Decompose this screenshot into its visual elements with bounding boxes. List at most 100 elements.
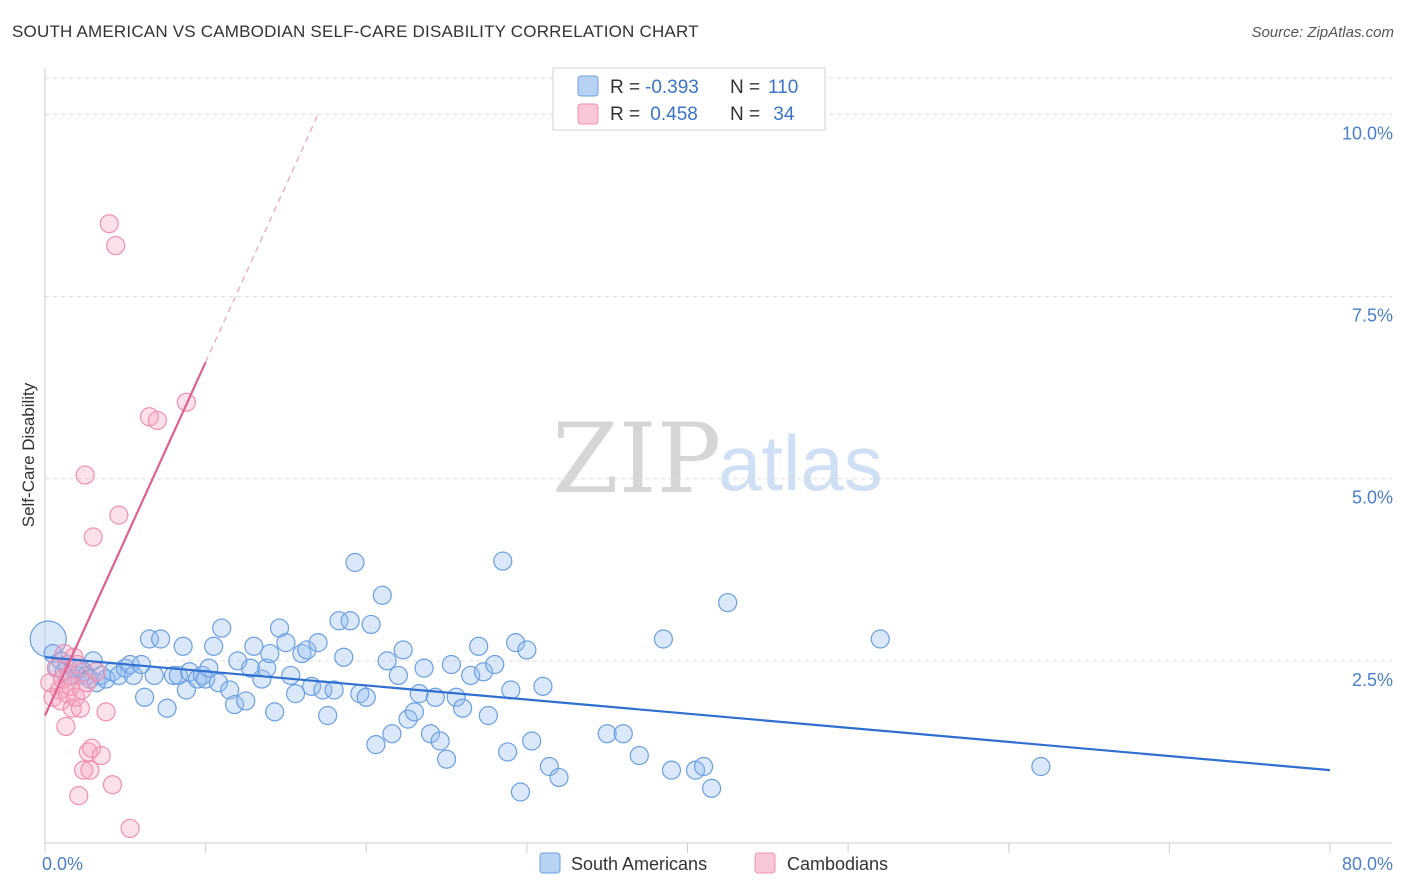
point-south-american-48 (260, 643, 280, 664)
point-south-american-38 (208, 673, 229, 693)
y-tick-label-0: 2.5% (1352, 670, 1393, 690)
legend-n-label-1: N = (730, 77, 760, 98)
point-south-american-102 (629, 745, 649, 766)
point-south-american-106 (693, 756, 714, 777)
point-south-american-95 (517, 640, 537, 660)
point-south-american-40 (220, 680, 240, 700)
watermark-atlas: atlas (718, 419, 883, 507)
point-cambodian-20 (77, 673, 97, 693)
trend-line-cambodians (43, 361, 207, 716)
point-south-american-85 (461, 665, 481, 686)
point-south-american-82 (441, 654, 461, 675)
point-cambodian-29 (102, 775, 123, 795)
point-cambodian-26 (91, 745, 111, 766)
y-tick-label-1: 5.0% (1352, 488, 1393, 508)
bottom-legend-label-south-americans: South Americans (571, 854, 707, 874)
point-south-american-84 (453, 698, 473, 718)
point-south-american-72 (388, 665, 408, 686)
point-south-american-104 (661, 760, 682, 780)
point-cambodian-10 (61, 676, 81, 696)
point-south-american-28 (163, 665, 184, 686)
point-cambodian-16 (70, 698, 90, 718)
point-cambodian-19 (75, 465, 95, 485)
point-south-american-108 (718, 592, 738, 613)
y-axis-label: Self-Care Disability (19, 382, 38, 527)
point-south-american-96 (522, 731, 542, 751)
point-cambodian-13 (65, 687, 86, 707)
point-cambodian-32 (120, 818, 140, 839)
point-south-american-29 (168, 665, 188, 686)
point-south-american-76 (409, 684, 429, 704)
point-south-american-25 (144, 665, 164, 686)
point-south-american-71 (382, 724, 402, 744)
point-south-american-98 (539, 756, 559, 777)
point-south-american-16 (96, 669, 116, 689)
point-cambodian-22 (80, 760, 100, 780)
point-south-american-94 (510, 782, 531, 802)
point-south-american-37 (204, 636, 224, 656)
point-south-american-89 (485, 654, 505, 675)
point-south-american-99 (549, 767, 569, 788)
point-south-american-81 (436, 749, 457, 769)
point-south-american-53 (285, 684, 306, 704)
point-south-american-88 (478, 705, 498, 726)
point-south-american-62 (334, 647, 354, 667)
point-south-american-101 (613, 724, 633, 744)
point-south-american-51 (276, 633, 296, 653)
point-south-american-26 (151, 629, 171, 649)
bottom-legend-swatch-cambodians (754, 852, 776, 874)
point-south-american-109 (870, 629, 890, 649)
point-south-american-69 (372, 585, 392, 605)
bottom-legend-label-cambodians: Cambodians (787, 854, 888, 874)
point-south-american-75 (404, 702, 425, 722)
point-south-american-73 (393, 640, 413, 660)
point-cambodian-28 (99, 214, 119, 234)
legend-n-label-2: N = (730, 104, 760, 125)
point-south-american-23 (134, 687, 155, 707)
point-south-american-87 (473, 662, 494, 682)
point-south-american-77 (414, 658, 434, 678)
point-south-american-21 (123, 665, 143, 686)
point-south-american-91 (498, 742, 518, 762)
point-south-american-64 (345, 552, 365, 573)
point-south-american-60 (324, 680, 344, 700)
point-cambodian-34 (147, 410, 168, 431)
point-south-american-70 (377, 651, 397, 671)
legend-r-value-2: 0.458 (645, 104, 698, 125)
tick-labels: 0.0% 80.0% 2.5% 5.0% 7.5% 10.0% (42, 123, 1393, 874)
point-cambodian-11 (62, 698, 82, 718)
point-south-american-92 (501, 680, 521, 700)
legend-swatch-cambodians (577, 103, 599, 125)
legend-r-label-1: R = (610, 77, 640, 98)
x-tick-label-0: 0.0% (42, 854, 83, 874)
trend-line-south-americans (44, 656, 1331, 772)
point-south-american-46 (252, 669, 272, 689)
point-south-american-24 (139, 629, 160, 649)
series-south-americans (29, 551, 1051, 802)
point-cambodian-18 (73, 760, 94, 780)
legend: R = -0.393 N = 110 R = 0.458 N = 34 (552, 67, 826, 131)
point-south-american-78 (420, 724, 441, 744)
point-cambodian-30 (106, 235, 126, 256)
bottom-legend-swatch-south-americans (539, 852, 561, 874)
x-tick-label-1: 80.0% (1342, 854, 1393, 874)
legend-r-label-2: R = (610, 104, 640, 125)
legend-n-value-1: 110 (768, 77, 798, 98)
legend-r-value-1: -0.393 (645, 77, 699, 98)
point-south-american-57 (308, 633, 328, 653)
grid-lines (45, 77, 1392, 662)
point-cambodian-24 (83, 527, 103, 547)
point-south-american-103 (653, 629, 674, 649)
trend-lines (43, 114, 1331, 772)
point-south-american-39 (212, 618, 232, 638)
point-south-american-59 (318, 705, 338, 726)
y-tick-label-2: 7.5% (1352, 306, 1393, 326)
point-south-american-80 (430, 731, 450, 751)
point-south-american-61 (329, 611, 349, 631)
point-south-american-30 (173, 636, 193, 656)
point-south-american-55 (297, 640, 317, 660)
point-south-american-49 (265, 702, 285, 722)
point-south-american-67 (361, 614, 381, 635)
point-cambodian-25 (86, 662, 107, 682)
chart-title: SOUTH AMERICAN VS CAMBODIAN SELF-CARE DI… (12, 22, 699, 41)
